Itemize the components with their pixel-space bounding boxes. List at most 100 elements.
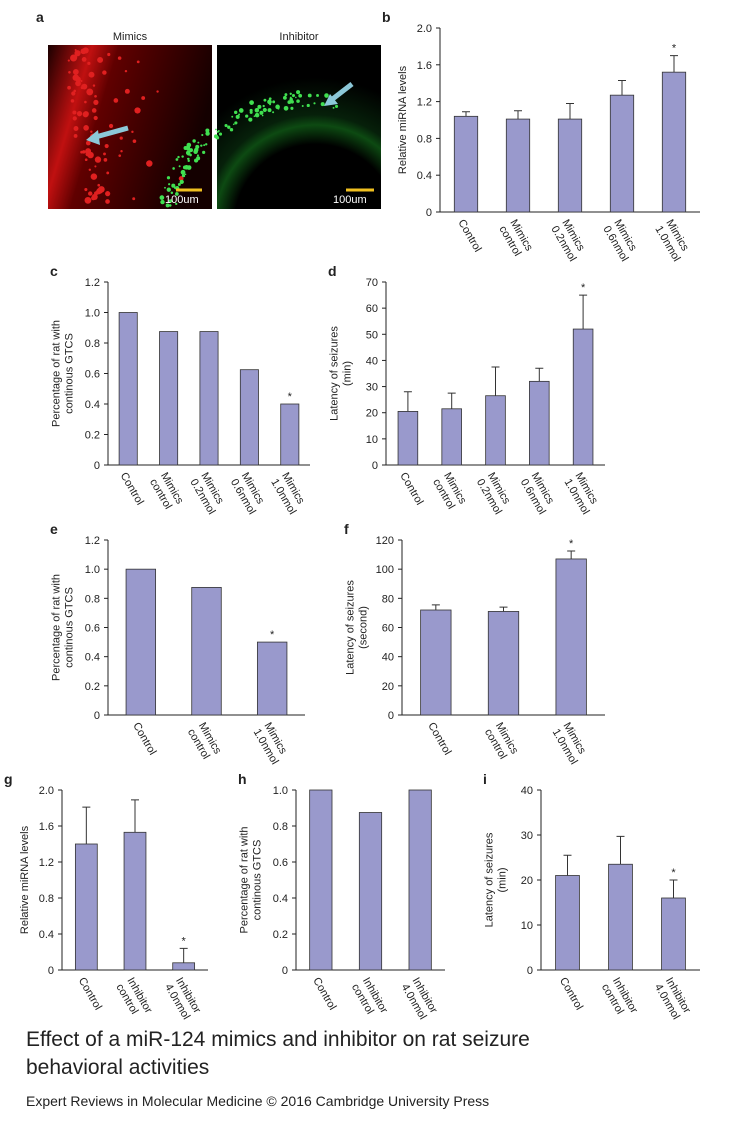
cell-dot <box>313 102 316 105</box>
significance: * <box>270 629 275 641</box>
y-tick-label: 1.0 <box>85 564 100 576</box>
y-tick-label: 0.6 <box>85 369 100 381</box>
cell-dot <box>267 108 272 113</box>
error-bar <box>535 367 544 382</box>
y-axis-label: Percentage of rat with <box>51 574 63 681</box>
cell-dot <box>261 114 264 117</box>
y-tick-label: 1.2 <box>39 857 54 869</box>
y-tick-label: 30 <box>366 382 378 394</box>
significance: * <box>672 43 677 55</box>
cell-dot <box>85 151 90 157</box>
bar <box>555 558 587 716</box>
cell-dot <box>173 186 177 189</box>
bar <box>280 403 300 466</box>
y-tick-label: 0 <box>426 207 432 219</box>
bar <box>118 312 138 466</box>
y-tick-label: 0.8 <box>39 893 54 905</box>
cell-dot <box>73 89 77 93</box>
caption: Effect of a miR-124 mimics and inhibitor… <box>26 1028 530 1051</box>
cell-dot <box>202 150 206 154</box>
cell-dot <box>307 93 312 98</box>
cell-dot <box>231 115 234 118</box>
cell-dot <box>201 133 204 137</box>
cell-dot <box>136 60 140 64</box>
cell-dot <box>200 144 203 147</box>
error-bar <box>447 392 456 409</box>
cell-dot <box>83 125 89 131</box>
bar <box>123 831 147 971</box>
cell-dot <box>168 199 173 203</box>
y-tick-label: 0.6 <box>85 623 100 635</box>
cell-dot <box>189 148 193 153</box>
bar <box>661 897 686 971</box>
cell-dot <box>102 70 107 75</box>
y-axis-label: Percentage of rat with <box>239 826 251 933</box>
error-bar <box>579 294 588 330</box>
y-tick-label: 80 <box>382 593 394 605</box>
error-bar <box>567 550 576 559</box>
cell-dot <box>283 105 289 111</box>
bar <box>408 789 432 971</box>
cell-dot <box>268 97 272 101</box>
cell-dot <box>70 54 78 62</box>
cell-dot <box>175 192 179 196</box>
cell-dot <box>254 112 260 118</box>
y-axis-label: Relative miRNA levels <box>397 65 409 174</box>
cell-dot <box>84 196 92 204</box>
y-tick-label: 1.6 <box>417 60 432 72</box>
cell-dot <box>269 103 272 106</box>
y-tick-label: 0.4 <box>85 652 100 664</box>
panel-label: g <box>4 771 13 787</box>
y-axis-label: Relative miRNA levels <box>19 825 31 934</box>
image-title: Mimics <box>113 31 148 43</box>
cell-dot <box>187 159 190 163</box>
cell-dot <box>262 104 265 108</box>
y-tick-label: 100 <box>376 564 394 576</box>
cell-dot <box>263 98 267 102</box>
cell-dot <box>166 176 171 180</box>
panel-label: a <box>36 9 44 25</box>
cell-dot <box>215 136 220 140</box>
cell-dot <box>259 110 264 115</box>
significance: * <box>288 391 293 403</box>
caption: behavioral activities <box>26 1056 209 1079</box>
cell-dot <box>132 197 136 201</box>
y-tick-label: 2.0 <box>39 785 54 797</box>
significance: * <box>569 538 574 550</box>
y-tick-label: 0.2 <box>273 929 288 941</box>
y-axis-label: (min) <box>342 361 354 386</box>
bar <box>608 863 633 971</box>
cell-dot <box>80 86 84 90</box>
y-tick-label: 10 <box>366 434 378 446</box>
cell-dot <box>84 158 88 162</box>
bar <box>609 94 635 213</box>
cell-dot <box>172 167 175 170</box>
error-bar <box>462 111 470 117</box>
cell-dot <box>192 139 196 143</box>
error-bar <box>514 110 522 120</box>
cell-dot <box>131 130 134 134</box>
cell-dot <box>205 143 208 146</box>
cell-dot <box>94 165 97 168</box>
y-tick-label: 1.6 <box>39 821 54 833</box>
cell-dot <box>170 191 174 195</box>
cell-dot <box>180 169 186 175</box>
bar <box>557 118 583 213</box>
y-tick-label: 20 <box>382 681 394 693</box>
cell-dot <box>282 95 287 100</box>
cell-dot <box>107 52 111 57</box>
significance: * <box>671 867 676 879</box>
y-axis-label: Percentage of rat with <box>51 320 63 427</box>
cell-dot <box>67 85 71 90</box>
cell-dot <box>73 134 78 138</box>
bar <box>572 328 594 466</box>
bar <box>191 586 222 716</box>
cell-dot <box>105 199 110 204</box>
cell-dot <box>175 158 179 161</box>
cell-dot <box>334 104 339 108</box>
y-axis-label: (min) <box>497 867 509 892</box>
cell-dot <box>160 199 165 205</box>
bar <box>505 118 531 213</box>
significance: * <box>182 935 187 947</box>
